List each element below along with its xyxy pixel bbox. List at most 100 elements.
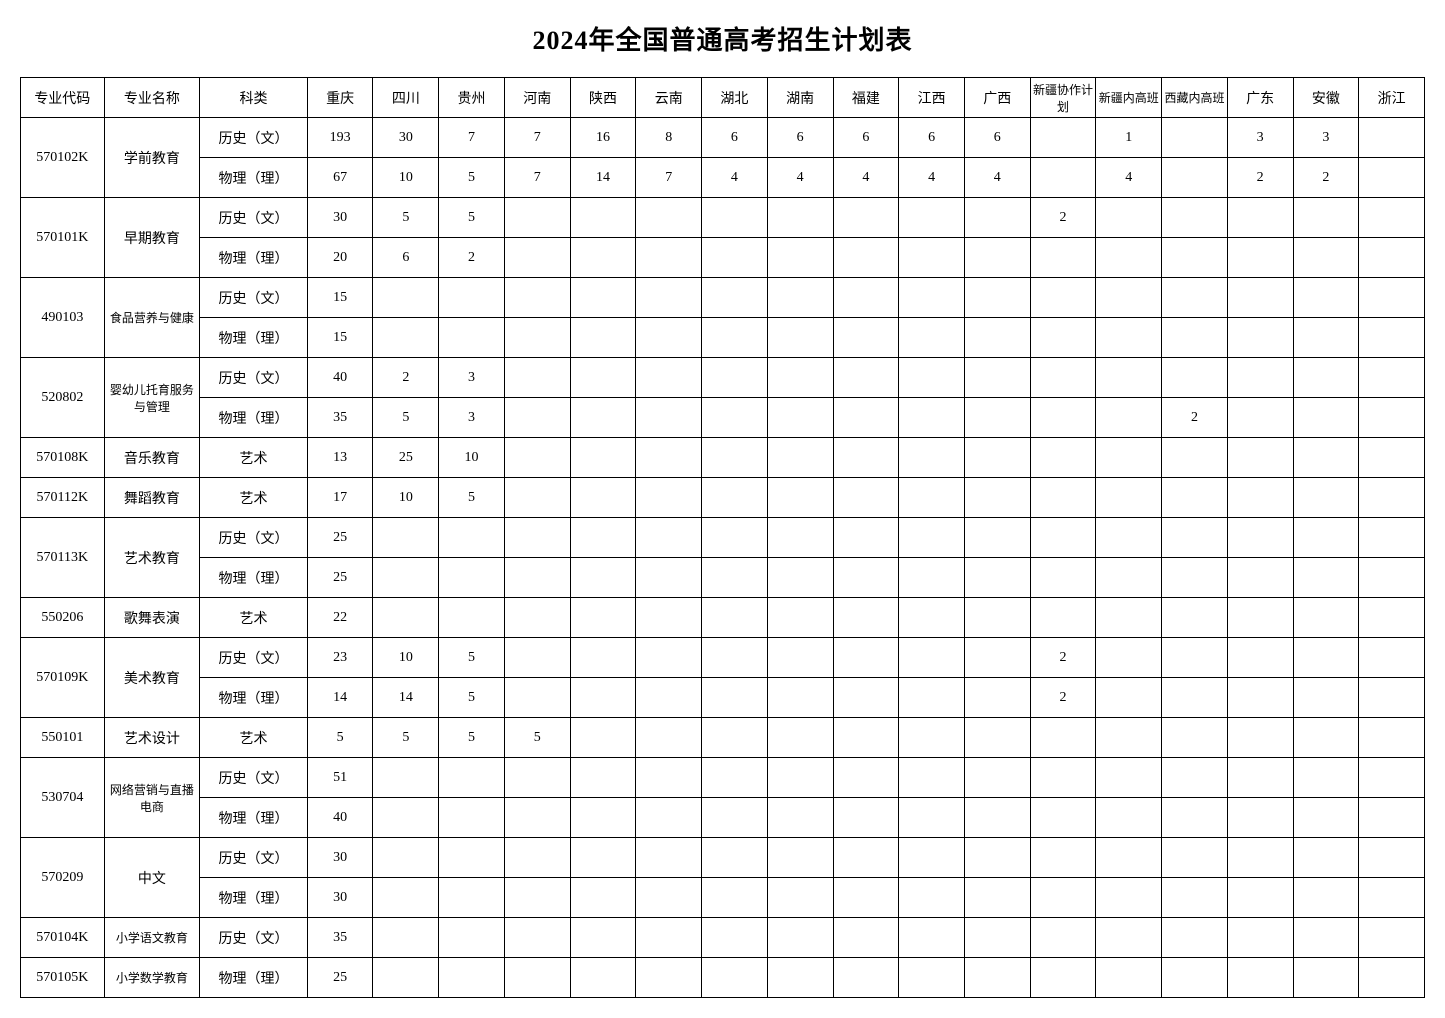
cell-value	[636, 958, 702, 998]
cell-value	[1162, 878, 1228, 918]
cell-value: 3	[1227, 118, 1293, 158]
cell-value	[964, 758, 1030, 798]
header-province: 广西	[964, 78, 1030, 118]
table-row: 物理（理）25	[21, 558, 1425, 598]
cell-value	[1227, 798, 1293, 838]
cell-value	[1359, 358, 1425, 398]
cell-value	[373, 798, 439, 838]
cell-value	[1227, 318, 1293, 358]
cell-value	[1096, 358, 1162, 398]
cell-value	[1359, 438, 1425, 478]
cell-value	[833, 838, 899, 878]
cell-type: 物理（理）	[200, 558, 308, 598]
header-province: 安徽	[1293, 78, 1359, 118]
table-row: 物理（理）40	[21, 798, 1425, 838]
cell-value	[1359, 478, 1425, 518]
cell-value	[833, 918, 899, 958]
cell-value	[636, 838, 702, 878]
cell-value	[1227, 198, 1293, 238]
cell-value	[1030, 438, 1096, 478]
cell-value	[1096, 398, 1162, 438]
cell-value	[702, 798, 768, 838]
cell-value	[964, 598, 1030, 638]
cell-value	[1162, 718, 1228, 758]
cell-value	[636, 478, 702, 518]
cell-value: 7	[504, 118, 570, 158]
cell-value	[570, 438, 636, 478]
cell-type: 历史（文）	[200, 838, 308, 878]
cell-value: 3	[439, 358, 505, 398]
cell-value	[1162, 318, 1228, 358]
cell-code: 570104K	[21, 918, 105, 958]
cell-value	[1162, 598, 1228, 638]
cell-name: 艺术设计	[104, 718, 200, 758]
cell-value	[1293, 438, 1359, 478]
cell-type: 历史（文）	[200, 198, 308, 238]
cell-value	[1293, 758, 1359, 798]
cell-value	[570, 518, 636, 558]
cell-value	[1030, 918, 1096, 958]
cell-value	[767, 438, 833, 478]
cell-value	[1030, 158, 1096, 198]
cell-value	[964, 278, 1030, 318]
cell-value: 5	[307, 718, 373, 758]
cell-value: 7	[504, 158, 570, 198]
table-row: 570105K小学数学教育物理（理）25	[21, 958, 1425, 998]
cell-value	[1162, 838, 1228, 878]
cell-value	[1293, 598, 1359, 638]
cell-name: 歌舞表演	[104, 598, 200, 638]
cell-value: 2	[439, 238, 505, 278]
cell-value	[636, 558, 702, 598]
cell-value	[767, 558, 833, 598]
cell-value	[1162, 158, 1228, 198]
cell-value	[702, 398, 768, 438]
cell-value	[964, 318, 1030, 358]
cell-value	[964, 798, 1030, 838]
table-row: 物理（理）15	[21, 318, 1425, 358]
cell-code: 570109K	[21, 638, 105, 718]
cell-value	[1227, 278, 1293, 318]
cell-value	[767, 478, 833, 518]
cell-value: 4	[899, 158, 965, 198]
cell-value	[570, 678, 636, 718]
cell-value	[964, 918, 1030, 958]
table-row: 490103食品营养与健康历史（文）15	[21, 278, 1425, 318]
table-row: 物理（理）30	[21, 878, 1425, 918]
cell-value	[767, 318, 833, 358]
cell-value	[1293, 558, 1359, 598]
cell-value	[1030, 758, 1096, 798]
cell-value	[899, 558, 965, 598]
cell-value	[1293, 358, 1359, 398]
cell-value	[1030, 318, 1096, 358]
table-row: 530704网络营销与直播电商历史（文）51	[21, 758, 1425, 798]
cell-value	[1162, 198, 1228, 238]
cell-value: 22	[307, 598, 373, 638]
cell-code: 570102K	[21, 118, 105, 198]
cell-value: 7	[439, 118, 505, 158]
cell-code: 520802	[21, 358, 105, 438]
cell-value	[1227, 838, 1293, 878]
cell-value	[636, 358, 702, 398]
cell-code: 570113K	[21, 518, 105, 598]
cell-value: 25	[307, 518, 373, 558]
cell-value	[1030, 278, 1096, 318]
cell-type: 历史（文）	[200, 278, 308, 318]
cell-value	[833, 318, 899, 358]
cell-value	[1359, 558, 1425, 598]
cell-value: 6	[964, 118, 1030, 158]
cell-value	[1227, 718, 1293, 758]
cell-value	[1162, 558, 1228, 598]
table-body: 570102K学前教育历史（文）193307716866666133物理（理）6…	[21, 118, 1425, 998]
cell-value: 15	[307, 318, 373, 358]
cell-value: 5	[373, 198, 439, 238]
cell-value	[702, 878, 768, 918]
cell-value: 20	[307, 238, 373, 278]
cell-value	[899, 638, 965, 678]
cell-value: 10	[439, 438, 505, 478]
cell-value	[1227, 638, 1293, 678]
cell-value	[1293, 478, 1359, 518]
cell-value	[767, 238, 833, 278]
cell-value	[1030, 878, 1096, 918]
cell-value	[1227, 878, 1293, 918]
cell-code: 570101K	[21, 198, 105, 278]
